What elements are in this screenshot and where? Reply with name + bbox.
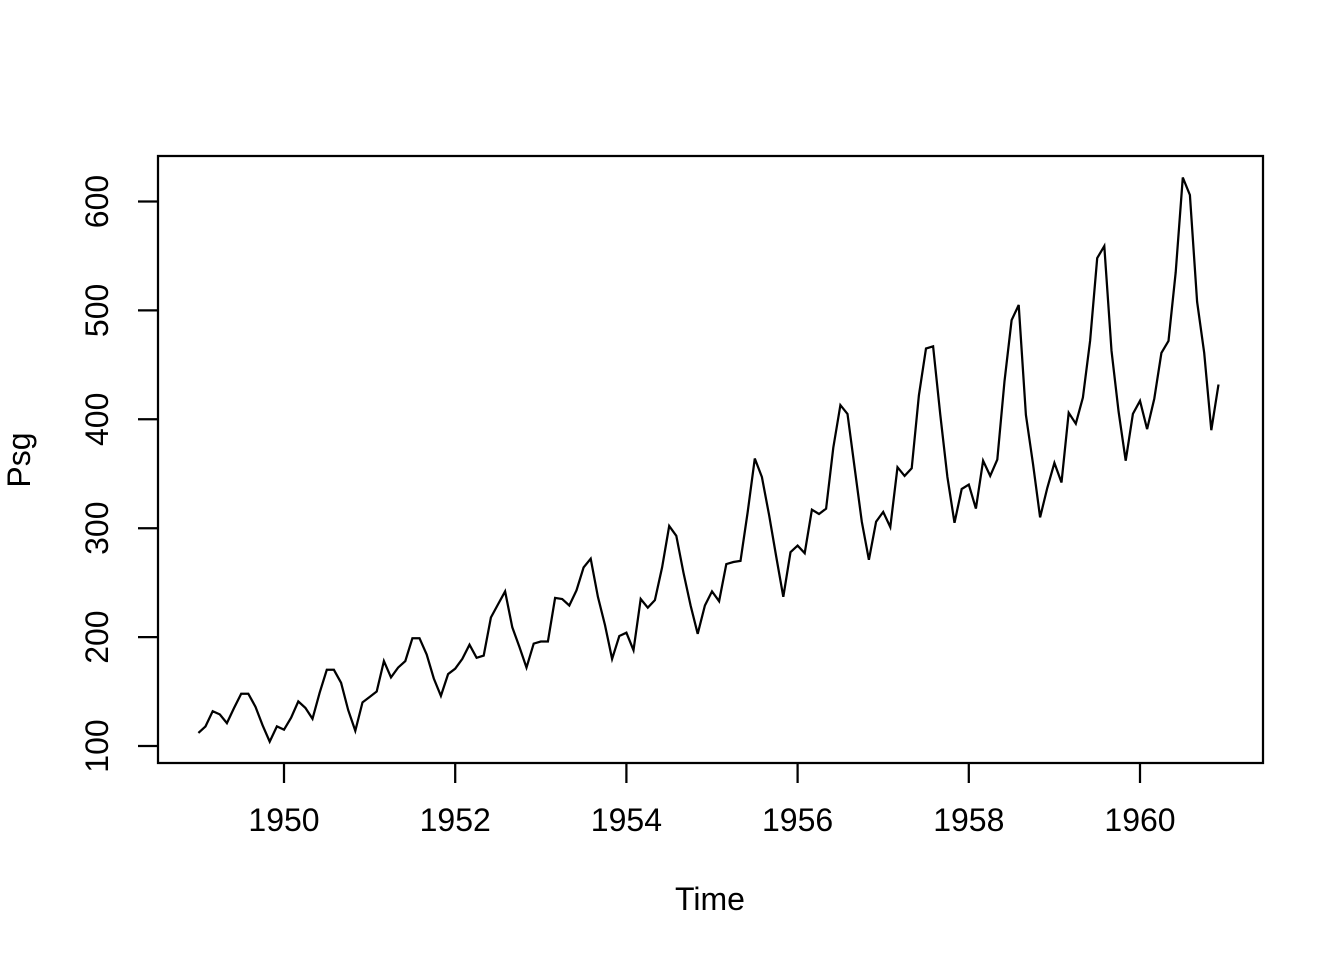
y-tick-label: 500 — [79, 284, 115, 337]
x-tick-label: 1958 — [933, 802, 1004, 838]
x-tick-label: 1960 — [1104, 802, 1175, 838]
x-tick-label: 1950 — [248, 802, 319, 838]
plot-frame — [156, 154, 1265, 765]
y-tick-label: 100 — [79, 719, 115, 772]
x-tick-label: 1956 — [762, 802, 833, 838]
x-tick-label: 1952 — [420, 802, 491, 838]
passengers-series-line — [197, 177, 1220, 745]
x-tick-label: 1954 — [591, 802, 662, 838]
y-axis-title: Psg — [1, 432, 37, 487]
plot-box — [156, 154, 1265, 765]
x-axis-title: Time — [675, 881, 745, 917]
x-axis: 1950 1952 1954 1956 1958 1960 — [248, 763, 1176, 838]
y-tick-label: 400 — [79, 393, 115, 446]
y-tick-label: 600 — [79, 175, 115, 228]
series-layer — [197, 177, 1220, 745]
y-tick-label: 300 — [79, 502, 115, 555]
y-tick-label: 200 — [79, 610, 115, 663]
y-axis: 100 200 300 400 500 600 — [79, 175, 158, 773]
